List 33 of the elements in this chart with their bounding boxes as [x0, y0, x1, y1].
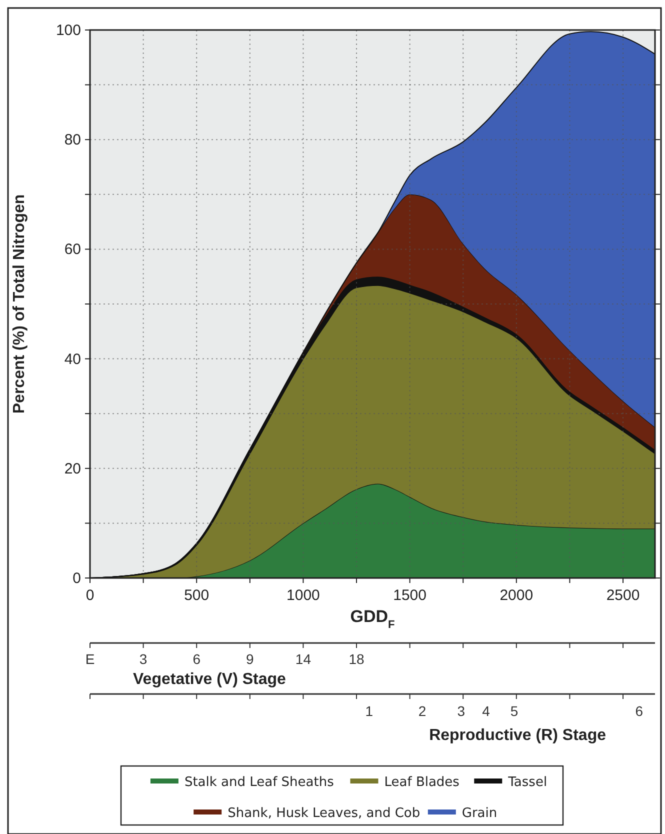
y-tick-label: 0	[72, 570, 81, 587]
y-tick-label: 20	[64, 460, 81, 478]
annotation: 18	[348, 651, 365, 667]
x-tick-label: 2500	[606, 587, 640, 604]
annotation: 14	[295, 651, 312, 667]
text: 5	[510, 703, 518, 719]
text: Reproductive (R) Stage	[429, 727, 606, 744]
y-tick-label: 100	[56, 22, 81, 39]
x-tick-label: 2000	[500, 587, 534, 604]
text: 4	[482, 703, 490, 719]
annotation: 9	[246, 651, 254, 667]
legend-label: Grain	[462, 806, 498, 821]
legend-label: Shank, Husk Leaves, and Cob	[228, 806, 420, 821]
x-tick-label: 1000	[286, 587, 320, 604]
y-tick-label: 80	[64, 132, 81, 149]
annotation: 3	[139, 651, 148, 667]
x-axis-title: GDD$_{F}$	[350, 607, 396, 631]
legend-label: Stalk and Leaf Sheaths	[184, 775, 334, 790]
y-tick-label: 60	[64, 241, 81, 258]
legend-label: Leaf Blades	[384, 775, 460, 790]
text: 2	[418, 703, 426, 719]
annotation: 6	[192, 651, 201, 667]
x-tick-label: 0	[86, 587, 94, 604]
text: 6	[635, 703, 644, 719]
y-axis-title: Percent (%) of Total Nitrogen	[11, 194, 28, 414]
legend-label: Tassel	[507, 775, 548, 790]
text: 3	[457, 703, 466, 719]
y-tick-label: 40	[64, 350, 81, 368]
x-tick-label: 1500	[393, 587, 426, 604]
x-tick-label: 500	[184, 587, 210, 604]
text: 1	[365, 703, 374, 719]
annotation: E	[85, 651, 95, 667]
text: Vegetative (V) Stage	[133, 671, 286, 688]
